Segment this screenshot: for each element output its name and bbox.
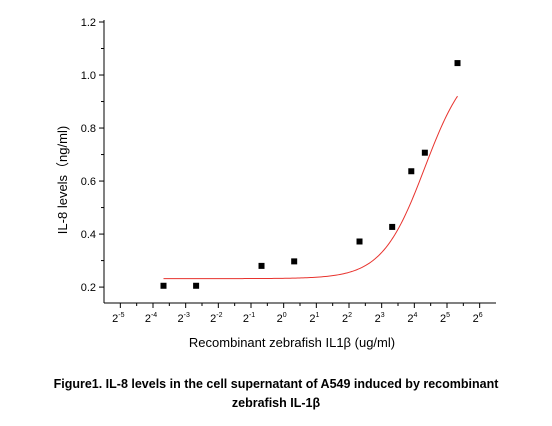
x-tick-label: 26 — [473, 312, 483, 325]
data-point — [389, 223, 396, 230]
y-axis-title: IL-8 levels（ng/ml) — [55, 126, 70, 234]
x-axis-title: Recombinant zebrafish IL1β (ug/ml) — [189, 335, 395, 350]
x-tick-label: 2-3 — [177, 312, 189, 325]
x-tick-label: 20 — [277, 312, 287, 325]
figure-caption-line-1: Figure1. IL-8 levels in the cell superna… — [53, 377, 499, 391]
data-point — [356, 238, 363, 245]
data-point — [291, 258, 298, 265]
y-tick-label: 1.2 — [81, 17, 96, 29]
figure-caption-line-2: zebrafish IL-1β — [231, 396, 321, 410]
x-tick-label: 23 — [375, 312, 385, 325]
y-tick-label: 0.8 — [81, 123, 96, 135]
x-tick-label: 24 — [407, 312, 417, 325]
y-tick-label: 0.6 — [81, 176, 96, 188]
data-point — [193, 282, 200, 289]
data-point — [258, 262, 265, 269]
x-tick-label: 2-4 — [145, 312, 157, 325]
data-point — [160, 282, 167, 289]
x-tick-label: 22 — [342, 312, 352, 325]
x-tick-label: 2-1 — [243, 312, 255, 325]
data-points — [160, 60, 461, 289]
data-point — [421, 149, 428, 156]
data-point — [454, 60, 461, 67]
x-tick-label: 2-2 — [210, 312, 222, 325]
x-tick-label: 21 — [309, 312, 319, 325]
x-tick-label: 2-5 — [112, 312, 124, 325]
fit-curve-layer — [163, 95, 458, 280]
x-tick-label: 25 — [440, 312, 450, 325]
fit-curve-line — [163, 95, 458, 280]
data-point — [408, 168, 415, 175]
y-tick-label: 1.0 — [81, 70, 96, 82]
chart: 0.2 0.4 0.6 0.8 1.0 1.2 2-5 2-4 2-3 2-2 2-1 20 21 22 2… — [55, 17, 496, 350]
axes: 0.2 0.4 0.6 0.8 1.0 1.2 2-5 2-4 2-3 2-2 2-1 20 21 22 2… — [81, 17, 496, 325]
y-tick-label: 0.4 — [81, 229, 96, 241]
y-tick-label: 0.2 — [81, 282, 96, 294]
